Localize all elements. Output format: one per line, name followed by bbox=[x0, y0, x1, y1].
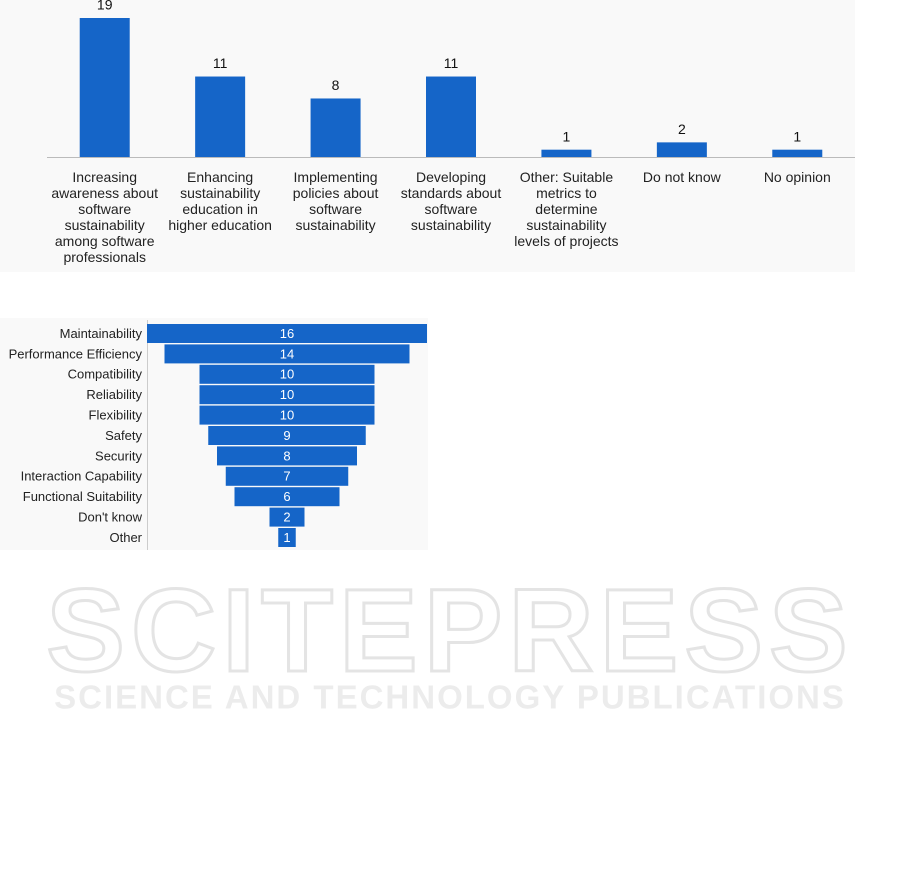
data-label: 1 bbox=[283, 530, 290, 545]
data-label: 6 bbox=[283, 489, 290, 504]
x-tick-label: Other: Suitable metrics to determine sus… bbox=[514, 169, 619, 249]
bar bbox=[541, 149, 592, 157]
data-label: 9 bbox=[283, 428, 290, 443]
bar bbox=[79, 18, 130, 157]
y-tick-label: Interaction Capability bbox=[21, 469, 143, 484]
y-tick-label: Compatibility bbox=[68, 367, 143, 382]
y-tick-label: Functional Suitability bbox=[23, 489, 143, 504]
data-label: 11 bbox=[444, 55, 459, 71]
bar bbox=[199, 405, 375, 425]
x-tick-label: Increasing awareness about software sust… bbox=[51, 169, 159, 265]
x-tick-label: No opinion bbox=[763, 169, 831, 185]
data-label: 2 bbox=[678, 121, 686, 137]
bar bbox=[217, 446, 357, 466]
y-tick-label: Don't know bbox=[78, 510, 143, 525]
bar bbox=[426, 76, 476, 157]
x-tick-label: Implementing policies about software sus… bbox=[292, 169, 379, 233]
bar bbox=[772, 149, 823, 157]
bar bbox=[208, 426, 366, 445]
y-tick-label: Reliability bbox=[86, 387, 142, 402]
y-tick-label: Other bbox=[109, 530, 142, 545]
y-tick-label: Maintainability bbox=[60, 326, 143, 341]
bar bbox=[656, 142, 707, 157]
watermark-title: SCITEPRESS bbox=[46, 565, 854, 697]
data-label: 10 bbox=[280, 408, 294, 423]
bar bbox=[195, 76, 246, 157]
y-tick-label: Performance Efficiency bbox=[9, 346, 143, 361]
bar bbox=[278, 528, 296, 547]
data-label: 11 bbox=[213, 55, 228, 71]
bar bbox=[164, 344, 410, 364]
data-label: 19 bbox=[97, 0, 113, 13]
data-label: 2 bbox=[283, 510, 290, 525]
x-tick-label: Do not know bbox=[642, 169, 721, 185]
data-label: 10 bbox=[280, 387, 294, 402]
data-label: 10 bbox=[280, 367, 294, 382]
bar bbox=[225, 466, 349, 486]
data-label: 8 bbox=[332, 77, 340, 93]
x-tick-label: Developing standards about software sust… bbox=[400, 169, 502, 233]
data-label: 8 bbox=[283, 448, 290, 463]
bar bbox=[199, 385, 375, 405]
bar bbox=[310, 98, 361, 157]
y-tick-label: Security bbox=[95, 448, 142, 463]
data-label: 16 bbox=[280, 326, 294, 341]
bar bbox=[147, 324, 427, 343]
data-label: 1 bbox=[793, 128, 801, 144]
x-tick-label: Enhancing sustainability education in hi… bbox=[168, 169, 272, 233]
y-tick-label: Flexibility bbox=[89, 408, 143, 423]
data-label: 1 bbox=[563, 128, 571, 144]
bar bbox=[269, 507, 305, 527]
data-label: 14 bbox=[280, 346, 294, 361]
data-label: 7 bbox=[283, 469, 290, 484]
bar bbox=[199, 364, 375, 384]
bar bbox=[234, 487, 340, 507]
y-tick-label: Safety bbox=[105, 428, 142, 443]
watermark-subtitle: SCIENCE AND TECHNOLOGY PUBLICATIONS bbox=[54, 679, 846, 716]
